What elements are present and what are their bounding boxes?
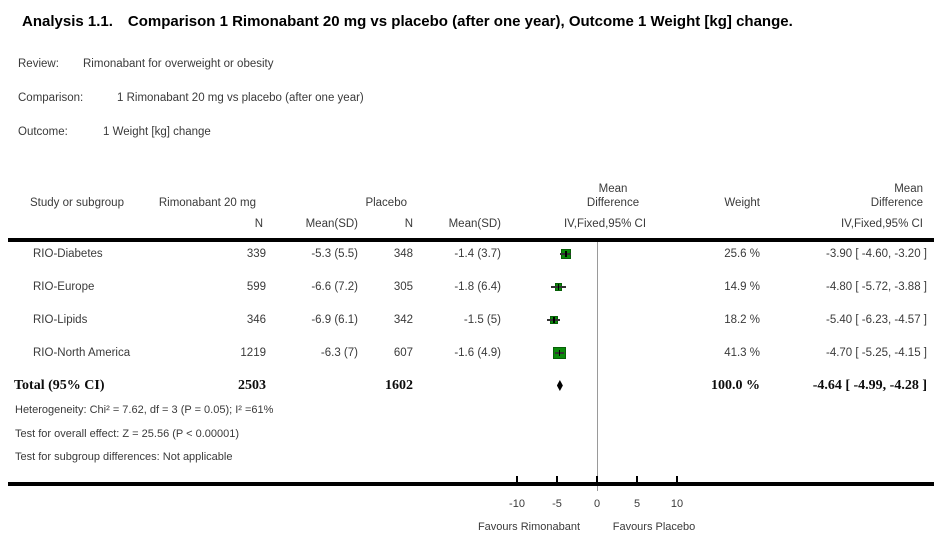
control-mean-sd: -1.5 (5) [463,314,501,326]
header-weight: Weight [724,197,760,209]
weight-value: 14.9 % [724,281,760,293]
treatment-n: 339 [246,248,266,260]
header-divider-line [8,238,934,242]
md-ci-value: -5.40 [ -6.23, -4.57 ] [825,314,927,326]
axis-tick-label: 10 [670,498,684,510]
total-label: Total (95% CI) [14,378,105,393]
favours-right-label: Favours Placebo [612,521,696,533]
zero-line-stub [597,485,598,491]
zero-line [597,241,598,482]
treatment-n: 599 [246,281,266,293]
control-n: 342 [393,314,413,326]
md-ci-value: -4.70 [ -5.25, -4.15 ] [825,347,927,359]
control-n: 607 [393,347,413,359]
control-mean-sd: -1.8 (6.4) [454,281,501,293]
table-row: RIO-North America 1219 -6.3 (7) 607 -1.6… [0,346,940,360]
comparison-value: 1 Rimonabant 20 mg vs placebo (after one… [117,92,364,104]
treatment-mean-sd: -6.6 (7.2) [311,281,358,293]
control-mean-sd: -1.4 (3.7) [454,248,501,260]
header-control-group: Placebo [365,197,407,209]
header-md-right-line2: Difference [870,197,923,209]
axis-tick-label: -10 [509,498,525,510]
table-row: RIO-Europe 599 -6.6 (7.2) 305 -1.8 (6.4)… [0,280,940,294]
control-n: 348 [393,248,413,260]
control-mean-sd: -1.6 (4.9) [454,347,501,359]
page-title: Analysis 1.1. Comparison 1 Rimonabant 20… [22,13,793,30]
axis-tick-label: 5 [633,498,641,510]
header-md-left-line2: Difference [586,197,640,209]
treatment-mean-sd: -6.9 (6.1) [311,314,358,326]
header-n-control: N [404,218,413,230]
total-row: Total (95% CI) 2503 1602 100.0 % -4.64 [… [0,378,940,394]
axis-tick-label: -5 [552,498,562,510]
review-value: Rimonabant for overweight or obesity [83,58,274,70]
treatment-n: 346 [246,314,266,326]
study-name: RIO-Europe [33,281,95,293]
total-treatment-n: 2503 [238,378,266,393]
header-meansd-treatment: Mean(SD) [305,218,358,230]
header-meansd-control: Mean(SD) [448,218,501,230]
table-row: RIO-Lipids 346 -6.9 (6.1) 342 -1.5 (5) 1… [0,313,940,327]
heterogeneity-text: Heterogeneity: Chi² = 7.62, df = 3 (P = … [15,404,274,416]
treatment-n: 1219 [240,347,266,359]
total-md-ci: -4.64 [ -4.99, -4.28 ] [812,378,927,393]
header-n-treatment: N [254,218,263,230]
treatment-mean-sd: -6.3 (7) [320,347,358,359]
table-row: RIO-Diabetes 339 -5.3 (5.5) 348 -1.4 (3.… [0,247,940,261]
review-label: Review: [18,58,59,70]
header-ci-method-plot: IV,Fixed,95% CI [563,218,647,230]
axis-line [8,482,934,486]
study-name: RIO-Diabetes [33,248,103,260]
header-study: Study or subgroup [30,197,124,209]
md-ci-value: -4.80 [ -5.72, -3.88 ] [825,281,927,293]
overall-effect-text: Test for overall effect: Z = 25.56 (P < … [15,428,240,440]
outcome-value: 1 Weight [kg] change [103,126,211,138]
analysis-title: Comparison 1 Rimonabant 20 mg vs placebo… [127,13,793,30]
total-weight: 100.0 % [711,378,760,393]
axis-tick-label: 0 [593,498,601,510]
treatment-mean-sd: -5.3 (5.5) [311,248,358,260]
md-ci-value: -3.90 [ -4.60, -3.20 ] [825,248,927,260]
favours-left-label: Favours Rimonabant [477,521,581,533]
analysis-number: Analysis 1.1. [22,13,113,30]
header-treatment-group: Rimonabant 20 mg [158,197,256,209]
header-ci-method-right: IV,Fixed,95% CI [840,218,923,230]
study-name: RIO-Lipids [33,314,88,326]
weight-value: 25.6 % [724,248,760,260]
weight-value: 18.2 % [724,314,760,326]
outcome-label: Outcome: [18,126,68,138]
control-n: 305 [393,281,413,293]
comparison-label: Comparison: [18,92,84,104]
total-control-n: 1602 [385,378,413,393]
header-md-right-line1: Mean [894,183,923,195]
subgroup-test-text: Test for subgroup differences: Not appli… [15,451,233,463]
study-name: RIO-North America [33,347,131,359]
header-md-left-line1: Mean [598,183,628,195]
weight-value: 41.3 % [724,347,760,359]
